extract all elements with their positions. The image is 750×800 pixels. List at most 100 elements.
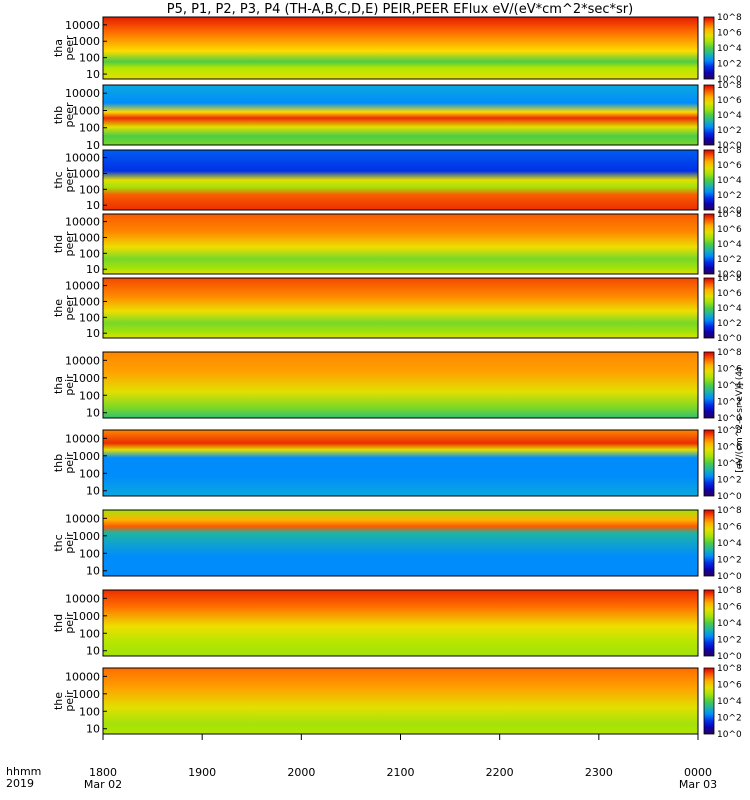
y-tick-label: 100 [79, 311, 100, 324]
colorbar-tick-label: 10^4 [717, 459, 742, 469]
x-tick-label: 2000 [287, 766, 315, 779]
colorbar-tick-label: 10^2 [717, 476, 742, 486]
colorbar-tick-label: 10^4 [717, 44, 742, 54]
colorbar-units-label: [eV/(cm^2-s-sr-eV)] (4) [735, 367, 745, 472]
panel-ylabel-probe: thc [52, 171, 65, 188]
y-tick-label: 1000 [72, 530, 100, 543]
colorbar-tick-label: 10^2 [717, 191, 742, 201]
x-date-start: Mar 02 [84, 778, 122, 791]
y-tick-label: 10000 [65, 152, 100, 165]
y-tick-label: 100 [79, 183, 100, 196]
y-tick-label: 10000 [65, 670, 100, 683]
colorbar-tick-label: 10^4 [717, 304, 742, 314]
colorbar [703, 277, 715, 339]
panel-ylabel-probe: the [52, 692, 65, 710]
y-tick-label: 10 [86, 327, 100, 340]
colorbar-tick-label: 10^6 [717, 681, 742, 691]
y-tick-label: 10000 [65, 432, 100, 445]
panel-ylabel-species: peer [63, 102, 76, 128]
colorbar-tick-label: 10^0 [717, 141, 742, 151]
panel-frame [102, 16, 699, 80]
y-tick-label: 1000 [72, 450, 100, 463]
spectrogram-heatmap [103, 278, 698, 338]
figure-title: P5, P1, P2, P3, P4 (TH-A,B,C,D,E) PEIR,P… [167, 2, 633, 17]
colorbar-tick-label: 10^8 [717, 426, 742, 436]
colorbar-tick-label: 10^4 [717, 240, 742, 250]
y-tick-label: 100 [79, 705, 100, 718]
colorbar-tick-label: 10^8 [717, 274, 742, 284]
y-tick-label: 1000 [72, 231, 100, 244]
colorbar-tick-label: 10^6 [717, 365, 742, 375]
panel-frame [102, 589, 699, 657]
y-tick-label: 10000 [65, 512, 100, 525]
colorbar-tick-label: 10^8 [717, 586, 742, 596]
colorbar [703, 213, 715, 275]
colorbar-tick-label: 10^6 [717, 523, 742, 533]
panel-ylabel-probe: thb [52, 106, 65, 124]
spectrogram-heatmap [103, 352, 698, 418]
colorbar-tick-label: 10^8 [717, 664, 742, 674]
y-tick-label: 1000 [72, 295, 100, 308]
colorbar-tick-label: 10^6 [717, 289, 742, 299]
colorbar-tick-label: 10^2 [717, 398, 742, 408]
colorbar-tick-label: 10^4 [717, 111, 742, 121]
x-tick-label: 2300 [585, 766, 613, 779]
colorbar-tick-label: 10^8 [717, 210, 742, 220]
panel-ylabel-species: peir [63, 612, 76, 634]
y-tick-label: 10 [86, 407, 100, 420]
colorbar [703, 351, 715, 419]
colorbar-tick-label: 10^2 [717, 126, 742, 136]
colorbar-tick-label: 10^0 [717, 492, 742, 502]
colorbar [703, 16, 715, 80]
x-date-end: Mar 03 [679, 778, 717, 791]
colorbar-tick-label: 10^2 [717, 636, 742, 646]
y-tick-label: 100 [79, 122, 100, 135]
panel-frame [102, 84, 699, 146]
colorbar-tick-label: 10^2 [717, 556, 742, 566]
panel-ylabel-probe: thd [52, 235, 65, 253]
panel-ylabel-species: peir [63, 690, 76, 712]
panel-ylabel-probe: thc [52, 534, 65, 551]
y-tick-label: 100 [79, 627, 100, 640]
y-tick-label: 10000 [65, 592, 100, 605]
colorbar-tick-label: 10^6 [717, 96, 742, 106]
colorbar-tick-label: 10^4 [717, 697, 742, 707]
y-tick-label: 10 [86, 139, 100, 152]
panel-ylabel-species: peir [63, 532, 76, 554]
colorbar-tick-label: 10^4 [717, 539, 742, 549]
y-tick-label: 10 [86, 565, 100, 578]
panel-ylabel-species: peer [63, 295, 76, 321]
y-tick-label: 10000 [65, 87, 100, 100]
y-tick-label: 1000 [72, 104, 100, 117]
panel-ylabel-probe: tha [52, 376, 65, 394]
spectrogram-heatmap [103, 150, 698, 210]
y-tick-label: 100 [79, 547, 100, 560]
panel-frame [102, 429, 699, 497]
y-tick-label: 100 [79, 389, 100, 402]
colorbar-tick-label: 10^8 [717, 81, 742, 91]
y-tick-label: 100 [79, 52, 100, 65]
colorbar [703, 589, 715, 657]
y-tick-label: 100 [79, 467, 100, 480]
colorbar [703, 429, 715, 497]
y-tick-label: 1000 [72, 35, 100, 48]
y-tick-label: 10 [86, 723, 100, 736]
x-tick-label: 2100 [387, 766, 415, 779]
y-tick-label: 10 [86, 485, 100, 498]
y-tick-label: 10000 [65, 280, 100, 293]
colorbar-tick-label: 10^4 [717, 381, 742, 391]
panel-ylabel-probe: tha [52, 39, 65, 57]
colorbar-tick-label: 10^0 [717, 270, 742, 280]
colorbar-tick-label: 10^2 [717, 60, 742, 70]
y-tick-label: 1000 [72, 610, 100, 623]
colorbar-tick-label: 10^6 [717, 443, 742, 453]
spectrogram-heatmap [103, 510, 698, 576]
y-tick-label: 10000 [65, 216, 100, 229]
